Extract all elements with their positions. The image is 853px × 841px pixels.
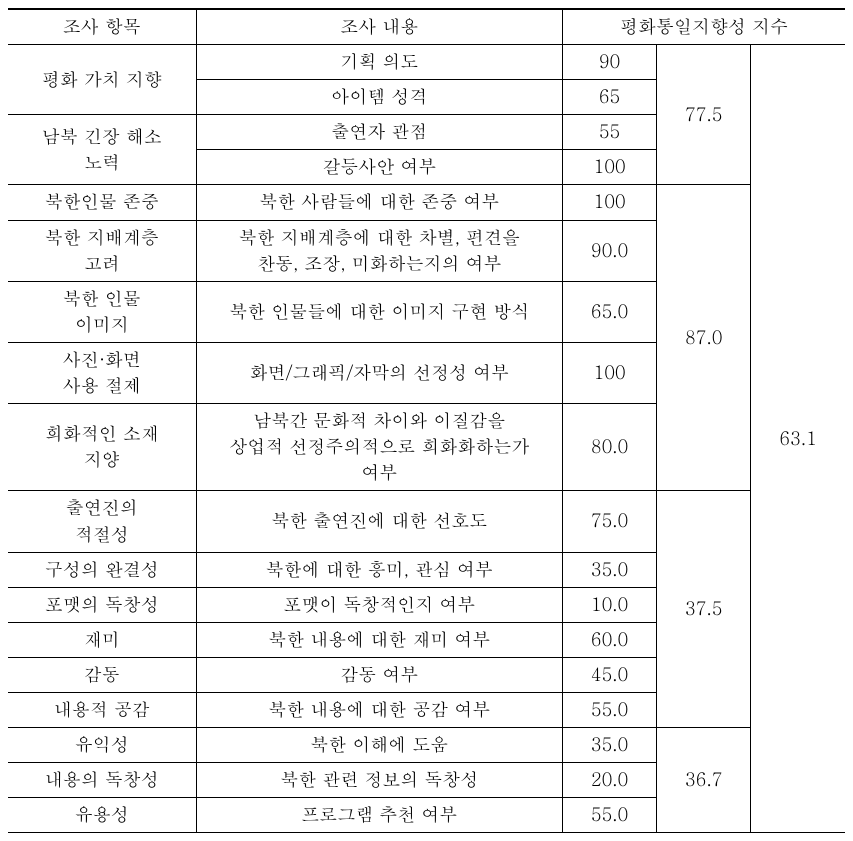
value-cell: 20.0 [562, 763, 656, 798]
content-cell: 북한 사람들에 대한 존중 여부 [196, 185, 562, 220]
item-cell: 구성의 완결성 [8, 552, 196, 587]
value-cell: 10.0 [562, 587, 656, 622]
item-cell: 희화적인 소재지양 [8, 404, 196, 491]
overall-index-cell: 63.1 [751, 45, 845, 833]
item-cell: 재미 [8, 622, 196, 657]
item-cell: 남북 긴장 해소노력 [8, 115, 196, 185]
item-cell: 북한 지배계층고려 [8, 220, 196, 281]
subtotal-cell: 36.7 [657, 728, 751, 833]
content-cell: 화면/그래픽/자막의 선정성 여부 [196, 342, 562, 403]
value-cell: 45.0 [562, 657, 656, 692]
subtotal-cell: 37.5 [657, 491, 751, 728]
value-cell: 55.0 [562, 692, 656, 727]
content-cell: 북한 내용에 대한 재미 여부 [196, 622, 562, 657]
value-cell: 55.0 [562, 798, 656, 833]
item-cell: 유용성 [8, 798, 196, 833]
item-cell: 유익성 [8, 728, 196, 763]
item-cell: 평화 가치 지향 [8, 45, 196, 115]
header-index: 평화통일지향성 지수 [562, 9, 845, 45]
table-row: 출연진의적절성북한 출연진에 대한 선호도75.037.5 [8, 491, 845, 552]
content-cell: 북한 지배계층에 대한 차별, 편견을찬동, 조장, 미화하는지의 여부 [196, 220, 562, 281]
header-item: 조사 항목 [8, 9, 196, 45]
header-content: 조사 내용 [196, 9, 562, 45]
value-cell: 60.0 [562, 622, 656, 657]
item-cell: 내용적 공감 [8, 692, 196, 727]
value-cell: 35.0 [562, 552, 656, 587]
content-cell: 출연자 관점 [196, 115, 562, 150]
table-body: 평화 가치 지향기획 의도9077.563.1아이템 성격65남북 긴장 해소노… [8, 45, 845, 833]
value-cell: 35.0 [562, 728, 656, 763]
table-row: 유익성북한 이해에 도움35.036.7 [8, 728, 845, 763]
value-cell: 80.0 [562, 404, 656, 491]
value-cell: 90 [562, 45, 656, 80]
item-cell: 포맷의 독창성 [8, 587, 196, 622]
value-cell: 65.0 [562, 281, 656, 342]
content-cell: 북한 내용에 대한 공감 여부 [196, 692, 562, 727]
content-cell: 남북간 문화적 차이와 이질감을상업적 선정주의적으로 희화화하는가여부 [196, 404, 562, 491]
value-cell: 100 [562, 185, 656, 220]
content-cell: 북한 인물들에 대한 이미지 구현 방식 [196, 281, 562, 342]
value-cell: 90.0 [562, 220, 656, 281]
content-cell: 북한 출연진에 대한 선호도 [196, 491, 562, 552]
item-cell: 북한 인물이미지 [8, 281, 196, 342]
content-cell: 프로그램 추천 여부 [196, 798, 562, 833]
content-cell: 북한에 대한 흥미, 관심 여부 [196, 552, 562, 587]
value-cell: 100 [562, 342, 656, 403]
item-cell: 사진·화면사용 절제 [8, 342, 196, 403]
table-row: 평화 가치 지향기획 의도9077.563.1 [8, 45, 845, 80]
item-cell: 내용의 독창성 [8, 763, 196, 798]
item-cell: 감동 [8, 657, 196, 692]
value-cell: 100 [562, 150, 656, 185]
content-cell: 감동 여부 [196, 657, 562, 692]
item-cell: 출연진의적절성 [8, 491, 196, 552]
value-cell: 75.0 [562, 491, 656, 552]
table-row: 북한인물 존중북한 사람들에 대한 존중 여부10087.0 [8, 185, 845, 220]
content-cell: 아이템 성격 [196, 80, 562, 115]
content-cell: 기획 의도 [196, 45, 562, 80]
subtotal-cell: 87.0 [657, 185, 751, 491]
content-cell: 포맷이 독창적인지 여부 [196, 587, 562, 622]
value-cell: 55 [562, 115, 656, 150]
content-cell: 북한 이해에 도움 [196, 728, 562, 763]
content-cell: 갈등사안 여부 [196, 150, 562, 185]
value-cell: 65 [562, 80, 656, 115]
subtotal-cell: 77.5 [657, 45, 751, 185]
content-cell: 북한 관련 정보의 독창성 [196, 763, 562, 798]
evaluation-table: 조사 항목 조사 내용 평화통일지향성 지수 평화 가치 지향기획 의도9077… [8, 8, 845, 833]
item-cell: 북한인물 존중 [8, 185, 196, 220]
